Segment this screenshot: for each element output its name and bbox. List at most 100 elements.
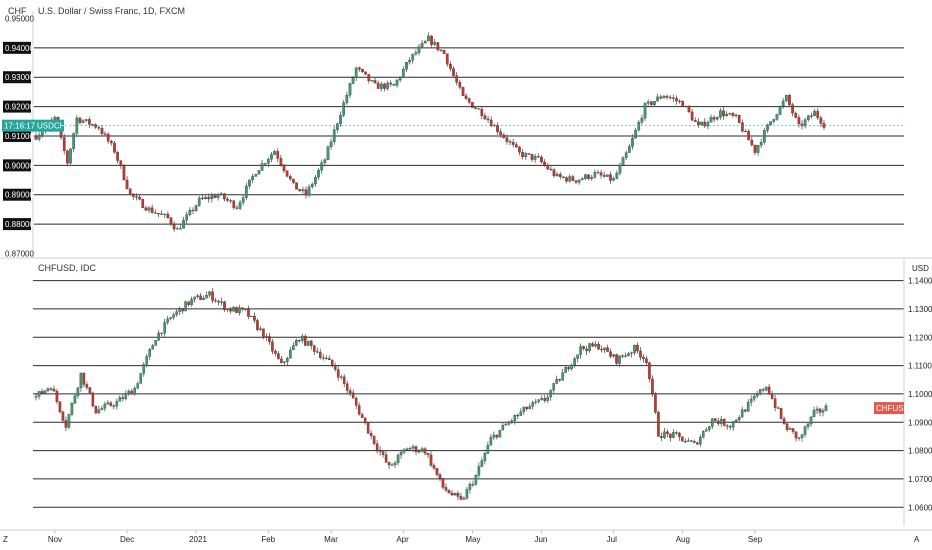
- candle-body: [510, 420, 514, 422]
- candle: [615, 170, 619, 180]
- candle: [483, 451, 487, 465]
- candle: [363, 417, 367, 425]
- candle-body: [110, 140, 113, 144]
- candle-body: [375, 443, 379, 451]
- candle: [100, 124, 104, 136]
- candle-body: [525, 406, 529, 410]
- candle: [737, 414, 741, 423]
- candle: [815, 406, 819, 414]
- candle-body: [100, 128, 104, 134]
- candle-body: [271, 341, 274, 352]
- candle-body: [496, 125, 499, 132]
- candle: [160, 332, 163, 337]
- candle: [791, 428, 795, 435]
- candle: [706, 120, 710, 130]
- candle: [76, 386, 80, 399]
- candle-body: [214, 300, 217, 302]
- candle-body: [645, 358, 648, 363]
- candle: [477, 108, 481, 110]
- candle: [734, 418, 738, 423]
- candle: [326, 145, 330, 161]
- candle-body: [204, 196, 207, 199]
- candle-body: [307, 186, 311, 196]
- candle: [599, 169, 603, 179]
- candle: [251, 173, 254, 184]
- candle: [819, 115, 823, 127]
- candle: [600, 345, 603, 353]
- candle-body: [627, 353, 630, 356]
- candle-body: [327, 358, 331, 361]
- candle-body: [612, 354, 615, 357]
- candle-body: [411, 53, 415, 61]
- y-tick-label: 0.94000: [5, 44, 34, 53]
- candle: [154, 339, 157, 346]
- candle: [778, 105, 782, 116]
- candle: [561, 368, 564, 381]
- candle-body: [277, 353, 280, 360]
- candle: [229, 199, 232, 204]
- candle: [537, 399, 541, 404]
- candle: [590, 174, 594, 181]
- candle: [115, 398, 119, 410]
- candle: [190, 296, 193, 307]
- candle-body: [292, 178, 295, 183]
- candle: [690, 439, 693, 443]
- candle-body: [483, 115, 487, 120]
- tick-badge: [3, 71, 31, 84]
- candle-body: [298, 340, 301, 342]
- candle: [153, 209, 157, 214]
- candle: [744, 129, 747, 133]
- candle-body: [196, 295, 199, 298]
- candle: [628, 143, 631, 153]
- y-tick-label: 1.0600: [908, 503, 932, 512]
- candle-body: [800, 434, 804, 438]
- candle-body: [819, 117, 823, 124]
- candle-body: [399, 451, 403, 456]
- candle: [713, 417, 717, 422]
- candle-body: [166, 213, 170, 218]
- candle-body: [282, 164, 286, 171]
- candle-body: [354, 67, 358, 78]
- candle: [552, 382, 555, 394]
- candle: [540, 395, 544, 401]
- candle: [530, 154, 534, 162]
- candle-body: [360, 414, 364, 418]
- candle-body: [708, 426, 711, 430]
- candle: [40, 388, 44, 394]
- candle: [369, 430, 373, 440]
- candle-body: [427, 35, 430, 42]
- candle-body: [477, 108, 481, 110]
- candle-body: [52, 388, 56, 392]
- candle: [824, 403, 828, 412]
- candle-body: [34, 135, 38, 140]
- candle-body: [396, 454, 400, 464]
- candle-body: [430, 35, 433, 45]
- candle-body: [465, 489, 469, 499]
- candle: [643, 102, 647, 121]
- candle-body: [181, 308, 184, 312]
- candle-body: [766, 124, 769, 131]
- candle: [779, 407, 783, 420]
- candle-body: [426, 453, 430, 456]
- candle: [314, 174, 317, 187]
- tick-badge: [3, 188, 31, 201]
- candle: [709, 114, 713, 123]
- candle: [737, 114, 741, 124]
- candle-body: [489, 437, 493, 446]
- candle-body: [414, 446, 418, 453]
- candle-body: [276, 151, 280, 159]
- candle: [109, 400, 113, 407]
- candle-body: [779, 408, 783, 419]
- candle-body: [813, 111, 816, 116]
- candle: [612, 176, 616, 182]
- candle-body: [634, 129, 637, 139]
- candle: [181, 308, 184, 314]
- candle-body: [590, 177, 594, 179]
- candle-body: [678, 432, 681, 437]
- candle: [615, 353, 618, 367]
- candle-body: [405, 448, 409, 450]
- candle: [130, 388, 134, 395]
- candle-body: [188, 209, 192, 215]
- candle-body: [190, 298, 193, 306]
- candle: [210, 192, 214, 203]
